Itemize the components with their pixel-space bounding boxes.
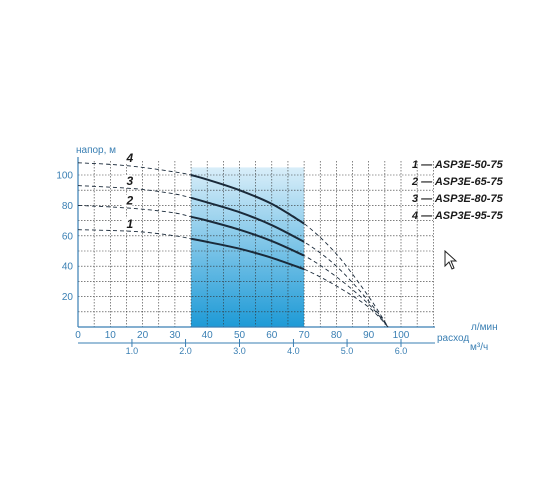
pump-curve-3-dashed [77,185,389,328]
x-axis-unit-label: л/мин [471,322,498,333]
y-tick-label: 20 [62,292,74,303]
y-axis-label: напор, м [76,145,116,156]
secondary-x-tick-label: 6.0 [395,346,408,356]
chart-axes [77,157,435,344]
secondary-x-tick-label: 2.0 [179,346,192,356]
legend-item-1: 1 — ASP3E-50-75 [412,159,504,171]
y-tick-label: 80 [62,201,74,212]
x-tick-label: 0 [75,330,81,341]
legend-item-4: 4 — ASP3E-95-75 [411,210,504,222]
curve-label-bg [122,174,133,187]
y-tick-label: 60 [62,231,74,242]
x-tick-label: 80 [331,330,343,341]
secondary-x-axis-unit-label: м³/ч [470,342,488,353]
curve-label-4: 4 [125,151,133,165]
secondary-x-tick-label: 5.0 [341,346,354,356]
pump-curve-2-dashed [77,204,389,328]
y-axis-ticks: 20 40 60 80 100 [56,171,73,304]
pump-curve-4-solid [190,174,305,225]
x-tick-label: 90 [363,330,375,341]
curve-label-bg [122,194,133,207]
pump-curves: 1 2 3 4 [77,151,389,328]
mouse-cursor-icon [444,250,458,270]
chart-grid [77,161,434,328]
y-tick-label: 40 [62,262,74,273]
x-tick-label: 50 [234,330,246,341]
legend-item-2: 2 — ASP3E-65-75 [411,176,504,188]
x-tick-label: 10 [105,330,117,341]
pump-curve-3-solid [190,196,305,243]
x-tick-label: 100 [393,330,410,341]
curve-label-2: 2 [125,194,133,208]
secondary-x-tick-label: 3.0 [233,346,246,356]
x-tick-label: 30 [169,330,181,341]
x-tick-label: 40 [202,330,214,341]
chart-legend: 1 — ASP3E-50-75 2 — ASP3E-65-75 3 — ASP3E-… [411,159,504,222]
curve-label-bg [122,152,133,165]
x-tick-label: 70 [299,330,311,341]
x-tick-label: 60 [266,330,278,341]
x-tick-label: 20 [137,330,149,341]
curve-label-3: 3 [126,174,133,188]
pump-curve-1-solid [190,237,305,271]
y-tick-label: 100 [56,171,73,182]
secondary-x-axis-ticks: 1.0 2.0 3.0 4.0 5.0 6.0 [126,339,408,356]
secondary-x-tick-label: 4.0 [287,346,300,356]
x-axis-ticks: 0 10 20 30 40 50 60 70 80 90 100 [75,330,410,341]
curve-label-1: 1 [126,217,133,231]
curve-label-bg [122,218,133,231]
secondary-x-tick-label: 1.0 [126,346,139,356]
pump-curve-2-solid [190,215,305,257]
legend-item-3: 3 — ASP3E-80-75 [412,193,504,205]
x-axis-label: расход [437,333,469,344]
